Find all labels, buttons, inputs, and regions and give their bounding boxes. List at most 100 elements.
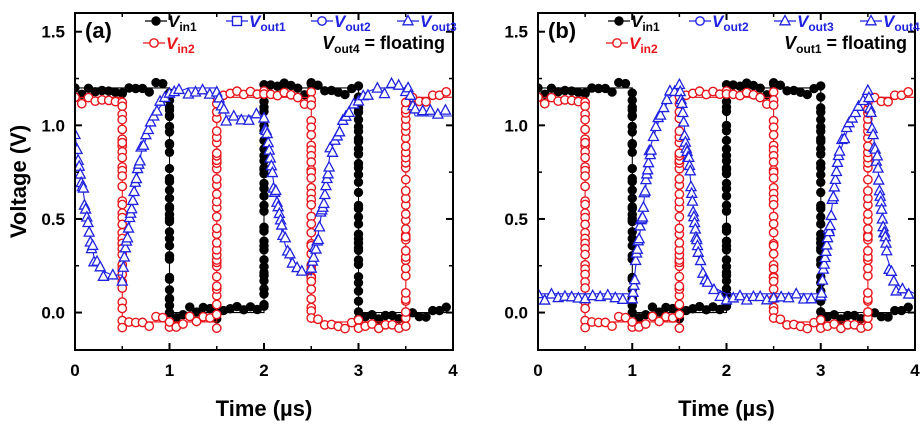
legend-item-vout3: Vout3 [397,12,457,34]
series-point-vout3 [307,250,320,262]
legend-marker [695,16,705,26]
series-point-vin1 [353,278,364,288]
series-point-vin2 [367,319,377,329]
legend-item-vout1: Vout1 [226,12,286,34]
series-point-vout3 [144,115,157,127]
series-point-vout3 [130,171,143,184]
series-point-vin1 [647,302,658,312]
series-point-vout3 [133,154,147,166]
series-point-vin2 [400,231,411,242]
series-point-vin1 [721,120,732,131]
series-point-vin2 [768,199,779,210]
series-point-vin2 [768,157,779,167]
series-point-vin1 [816,219,826,229]
series-point-vout4 [790,287,803,299]
y-tick-label: 0.0 [504,304,528,323]
series-point-vin2 [306,87,317,97]
series-point-vin1 [775,80,786,90]
series-point-vin2 [862,287,873,298]
series-point-vin2 [829,319,840,329]
series-point-vout3 [283,247,297,259]
series-point-vout4 [694,253,707,266]
series-point-vout4 [633,232,646,244]
series-point-vin1 [144,87,154,97]
series-point-vin2 [306,284,317,295]
series-vout4 [538,77,915,305]
legend-item-vin1: Vin1 [608,12,660,34]
series-point-vout3 [317,196,330,209]
series-layer [75,76,453,334]
series-point-vin2 [211,148,222,159]
legend-item-vin2: Vin2 [143,34,195,56]
series-point-vout4 [805,292,818,304]
series-point-vin2 [674,174,685,184]
series-point-vin1 [627,111,637,122]
series-point-vout4 [631,242,644,254]
series-point-vin1 [721,200,732,211]
series-point-vout4 [538,293,551,305]
series-point-vout3 [323,160,336,172]
series-point-vin1 [627,193,637,203]
series-point-vin1 [259,222,269,232]
series-point-vin1 [421,312,431,322]
series-point-vin2 [580,124,591,135]
series-point-vin1 [158,78,168,89]
series-point-vin1 [164,185,175,195]
legend-label: Vin1 [631,12,660,34]
series-point-vin1 [627,127,637,137]
series-point-vout4 [896,282,909,294]
x-tick-label: 1 [628,361,637,380]
series-point-vin1 [353,286,364,296]
series-point-vout3 [150,104,163,116]
series-point-vout4 [616,292,629,304]
series-point-vin2 [400,307,411,317]
series-point-vin1 [191,307,202,317]
series-point-vout3 [312,232,325,245]
series-vout3 [75,76,453,286]
series-point-vin1 [313,80,323,90]
series-point-vin1 [164,307,175,318]
series-point-vout4 [831,155,844,168]
legend-label: Vout2 [334,12,371,34]
chart-panel-a: 0 1 2 3 4 0.0 0.5 1.0 1.5 Time (µs) Voltage (V) (a)… [6,12,458,421]
series-point-vin2 [400,185,411,196]
series-point-vout3 [242,113,255,125]
series-point-vin1 [293,83,303,93]
legend-marker [864,14,878,26]
series-point-vin2 [164,317,175,327]
series-point-vout4 [871,161,885,173]
series-point-vin1 [903,302,913,312]
series-point-vout4 [827,190,840,202]
series-point-vout3 [81,215,95,228]
series-point-vout4 [572,291,585,303]
series-point-vout4 [647,129,660,142]
series-point-vout3 [257,111,271,123]
x-tick-label: 2 [722,361,731,380]
series-point-vin2 [862,174,873,185]
series-point-vin2 [400,224,411,234]
series-point-vout3 [126,193,139,206]
legend-marker [317,16,327,26]
series-point-vin1 [620,78,631,89]
series-point-vout4 [636,210,649,222]
series-point-vin1 [627,147,637,157]
legend-marker [612,38,622,48]
series-point-vout3 [75,142,84,155]
series-point-vin1 [721,236,732,246]
series-point-vin2 [76,98,87,109]
series-point-vin2 [903,86,914,97]
series-point-vout3 [416,104,429,116]
series-point-vin1 [829,309,839,320]
series-point-vin2 [117,303,128,314]
series-point-vin1 [755,83,765,93]
series-point-vout4 [654,108,667,120]
series-point-vin1 [259,236,269,246]
series-point-vin2 [144,321,155,331]
y-tick-label: 0.0 [41,304,65,323]
series-point-vout3 [279,231,292,243]
series-point-vout4 [692,245,705,257]
series-point-vin1 [164,285,175,295]
series-point-vout4 [714,289,727,302]
series-point-vout4 [819,244,832,256]
